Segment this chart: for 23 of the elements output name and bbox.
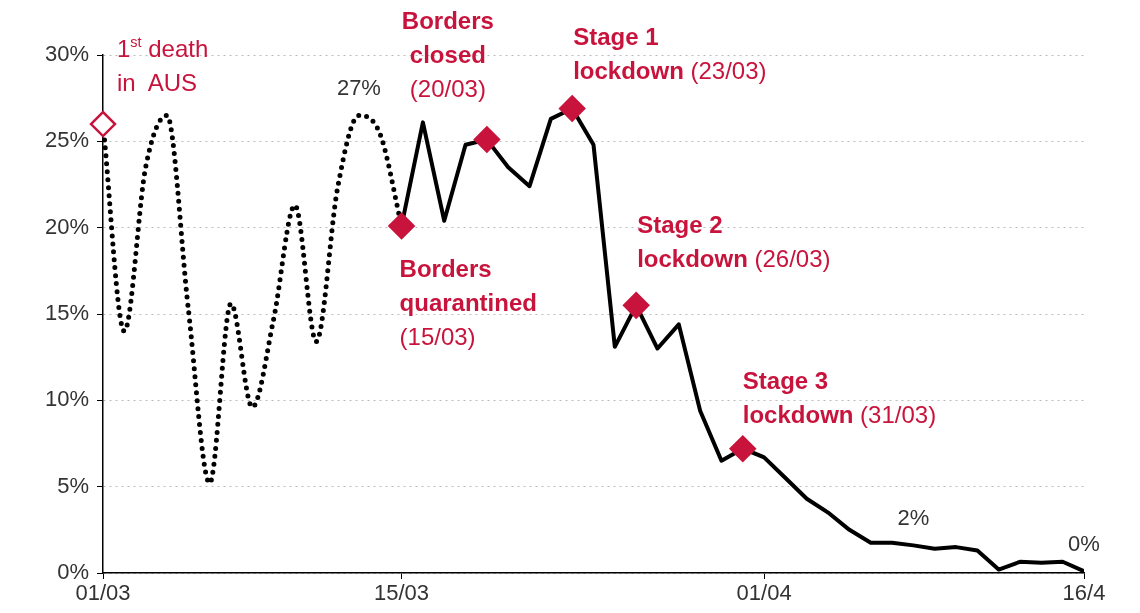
data-label: 27% bbox=[336, 75, 381, 101]
data-label: 2% bbox=[897, 505, 930, 531]
x-tick-label: 01/04 bbox=[736, 580, 792, 606]
y-tick-label: 30% bbox=[44, 41, 89, 67]
y-tick-label: 10% bbox=[44, 386, 89, 412]
annotation: Stage 3 lockdown (31/03) bbox=[742, 366, 937, 428]
x-tick-label: 15/03 bbox=[374, 580, 430, 606]
data-label: 0% bbox=[1068, 531, 1100, 557]
point bbox=[558, 95, 586, 122]
x-tick-label: 16/4 bbox=[1062, 580, 1106, 606]
point bbox=[473, 126, 501, 153]
y-tick-label: 15% bbox=[44, 300, 89, 326]
annotation: Stage 1 lockdown (23/03) bbox=[573, 22, 767, 84]
annotation: Borders closed (20/03) bbox=[401, 6, 494, 102]
y-tick-label: 20% bbox=[44, 213, 89, 239]
annotation: Borders quarantined (15/03) bbox=[399, 254, 537, 350]
annotation: Stage 2 lockdown (26/03) bbox=[637, 211, 831, 273]
point bbox=[388, 212, 415, 240]
point bbox=[622, 292, 650, 319]
point bbox=[729, 435, 757, 462]
y-tick-label: 5% bbox=[57, 472, 89, 498]
point bbox=[89, 110, 117, 138]
y-tick-label: 25% bbox=[44, 127, 89, 153]
